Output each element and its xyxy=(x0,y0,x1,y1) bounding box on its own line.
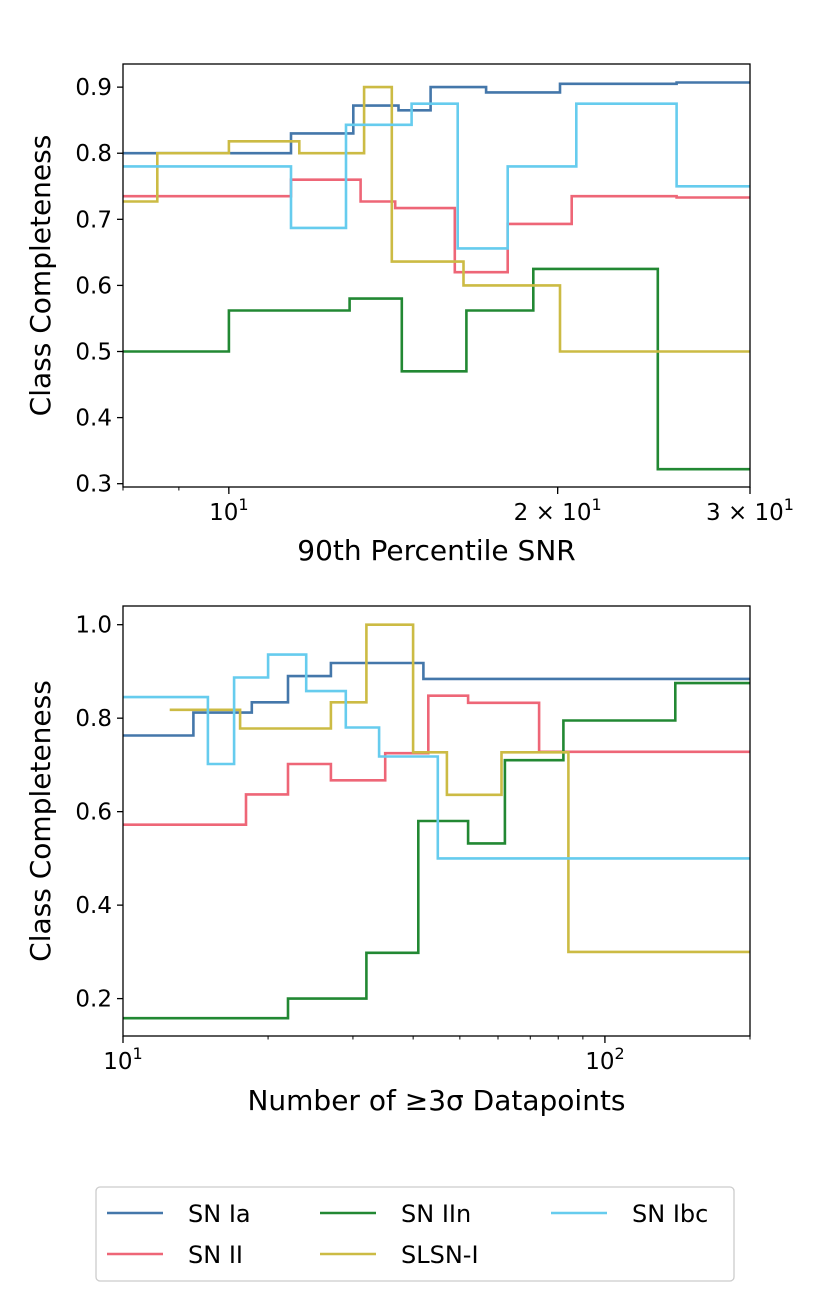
datapoints-series-sn-ia xyxy=(123,661,750,737)
snr-y-tick-label: 0.3 xyxy=(75,472,112,498)
snr-series-slsn-i xyxy=(123,85,750,353)
datapoints-y-tick-label: 0.2 xyxy=(75,987,112,1013)
legend-label-slsn-i: SLSN-I xyxy=(401,1241,479,1269)
snr-y-tick-label: 0.4 xyxy=(75,406,112,432)
snr-y-tick-label: 0.5 xyxy=(75,340,112,366)
legend-entry-sn-ii: SN II xyxy=(107,1241,243,1269)
legend-label-sn-iin: SN IIn xyxy=(401,1200,471,1228)
snr-x-tick-label: 3 × 101 xyxy=(706,495,794,526)
snr-x-tick-label: 101 xyxy=(209,495,248,526)
datapoints-y-ticks: 0.2 0.4 0.6 0.8 1.0 xyxy=(75,613,123,1013)
snr-y-tick-label: 0.8 xyxy=(75,141,112,167)
snr-series-sn-iin xyxy=(123,267,750,471)
snr-x-ticks: 101 2 × 101 3 × 101 xyxy=(122,487,794,526)
snr-completeness-chart: 101 2 × 101 3 × 101 0.30.40.50.60.70.80.9 … xyxy=(24,63,794,567)
datapoints-y-tick-label: 0.6 xyxy=(75,800,112,826)
legend-frame xyxy=(95,1186,735,1282)
snr-y-tick-label: 0.6 xyxy=(75,273,112,299)
datapoints-x-tick-label: 102 xyxy=(585,1044,624,1075)
snr-y-tick-label: 0.7 xyxy=(75,207,112,233)
legend-label-sn-ii: SN II xyxy=(188,1241,243,1269)
datapoints-plot-area xyxy=(123,623,750,1020)
snr-series-sn-ia xyxy=(123,81,750,155)
datapoints-series-sn-ii xyxy=(123,694,750,826)
datapoints-y-tick-label: 1.0 xyxy=(75,613,112,639)
legend-entry-sn-ia: SN Ia xyxy=(107,1200,251,1228)
snr-y-axis-label: Class Completeness xyxy=(24,135,57,417)
legend-entry-sn-iin: SN IIn xyxy=(320,1200,471,1228)
snr-x-axis-label: 90th Percentile SNR xyxy=(297,534,575,567)
datapoints-series-sn-iin xyxy=(123,681,750,1020)
snr-plot-area xyxy=(123,81,750,471)
datapoints-x-ticks: 101 102 xyxy=(103,1036,751,1075)
datapoints-y-tick-label: 0.8 xyxy=(75,706,112,732)
legend-entry-sn-ibc: SN Ibc xyxy=(551,1200,708,1228)
datapoints-y-tick-label: 0.4 xyxy=(75,893,112,919)
legend: SN Ia SN II SN IIn SLSN-I SN Ibc xyxy=(95,1186,735,1282)
legend-label-sn-ia: SN Ia xyxy=(188,1200,251,1228)
snr-y-ticks: 0.3 0.4 0.5 0.6 0.7 0.8 0.9 xyxy=(75,75,123,498)
snr-x-tick-label: 2 × 101 xyxy=(514,495,602,526)
legend-label-sn-ibc: SN Ibc xyxy=(632,1200,708,1228)
snr-y-tick-label: 0.9 xyxy=(75,75,112,101)
snr-series-sn-ibc xyxy=(123,102,750,250)
snr-axes-frame xyxy=(122,63,751,488)
legend-entry-slsn-i: SLSN-I xyxy=(320,1241,479,1269)
datapoints-x-tick-label: 101 xyxy=(103,1044,142,1075)
snr-series-sn-ii xyxy=(123,178,750,274)
datapoints-series-slsn-i xyxy=(169,623,750,954)
datapoints-axes-frame xyxy=(122,605,751,1037)
datapoints-series-sn-ibc xyxy=(123,653,750,860)
datapoints-x-axis-label: Number of ≥3σ Datapoints xyxy=(247,1084,625,1117)
datapoints-y-axis-label: Class Completeness xyxy=(24,680,57,962)
datapoints-completeness-chart: 101 102 0.2 0.4 0.6 0.8 1.0 Number of ≥3σ Dat… xyxy=(24,605,751,1117)
